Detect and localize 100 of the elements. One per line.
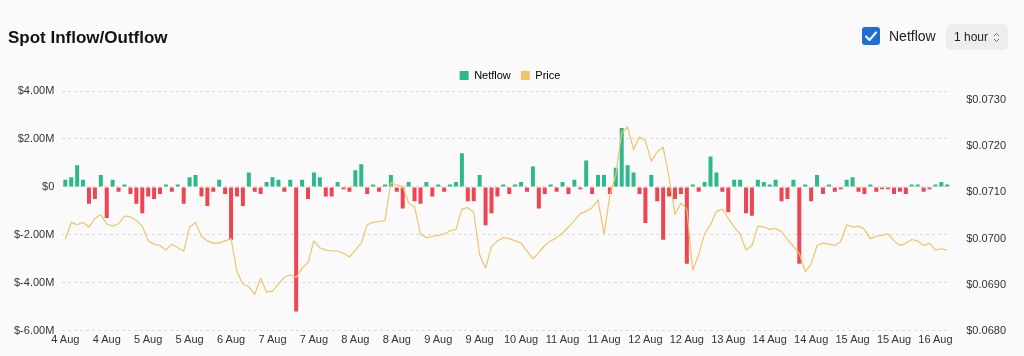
bar [234, 187, 239, 197]
bar [637, 187, 642, 195]
bar [921, 187, 926, 192]
bar [820, 187, 825, 195]
bar [453, 182, 458, 187]
x-tick-label: 12 Aug [628, 333, 663, 346]
bar [406, 182, 411, 187]
bar [874, 187, 879, 192]
y2-tick-label: $0.0720 [966, 139, 1006, 152]
y-tick-label: $4.00M [17, 84, 55, 97]
bar [643, 187, 648, 223]
bar [797, 187, 802, 264]
y-tick-label: $0 [42, 179, 55, 192]
bar [667, 187, 672, 197]
bar [601, 174, 606, 187]
bar [761, 182, 766, 187]
x-tick-label: 11 Aug [545, 333, 580, 346]
bar [631, 172, 636, 187]
bar [317, 177, 322, 187]
x-tick-label: 13 Aug [711, 333, 746, 346]
bar [311, 172, 316, 187]
bar [134, 187, 139, 204]
bar [92, 187, 97, 199]
x-tick-label: 15 Aug [835, 333, 870, 346]
x-tick-label: 15 Aug [876, 333, 912, 346]
bar [258, 187, 263, 195]
bar [104, 187, 109, 219]
bar [394, 187, 399, 192]
bar [306, 187, 310, 199]
bar [146, 187, 151, 197]
x-tick-label: 16 Aug [918, 333, 953, 346]
bar [850, 177, 855, 187]
bar [240, 187, 245, 207]
bar [619, 127, 624, 187]
bar [560, 182, 565, 187]
bar [199, 187, 204, 197]
bar [229, 187, 234, 240]
bar [856, 187, 861, 192]
bar [158, 187, 163, 195]
bar [465, 187, 470, 202]
bar [193, 174, 198, 187]
bar [211, 187, 216, 192]
bar [862, 187, 867, 195]
x-tick-label: 9 Aug [424, 333, 453, 346]
bar [223, 187, 228, 195]
bar [702, 182, 707, 187]
bar [749, 187, 754, 216]
bar [720, 187, 725, 192]
bar [359, 164, 364, 187]
bar [815, 174, 820, 187]
x-tick-label: 10 Aug [503, 333, 539, 346]
bar [128, 187, 133, 195]
bar [430, 187, 435, 197]
bar [554, 187, 559, 192]
bar [542, 187, 547, 195]
x-tick-label: 12 Aug [669, 333, 704, 346]
x-tick-label: 4 Aug [51, 333, 80, 346]
bar [495, 187, 500, 197]
bar [377, 187, 382, 192]
x-tick-label: 7 Aug [258, 333, 287, 346]
bar [282, 187, 287, 192]
bar [365, 187, 370, 195]
bar [696, 187, 701, 192]
bar [335, 182, 340, 187]
bar [809, 187, 814, 202]
bar [726, 187, 731, 213]
bar [530, 166, 535, 187]
bar [655, 187, 660, 202]
bar [939, 182, 944, 187]
bar [169, 187, 174, 192]
y2-tick-label: $0.0710 [966, 185, 1006, 198]
x-tick-label: 9 Aug [465, 333, 494, 346]
bar [69, 177, 74, 187]
bar [471, 187, 476, 202]
bar [678, 187, 683, 195]
x-tick-label: 11 Aug [587, 333, 621, 346]
y-tick-label: $-2.00M [13, 227, 55, 240]
bar [519, 182, 524, 187]
bar [903, 187, 908, 195]
bar [400, 187, 405, 209]
legend-label: Price [535, 68, 561, 81]
bar [507, 187, 512, 195]
bar [536, 187, 541, 209]
bar [98, 174, 103, 187]
bar [246, 172, 251, 187]
bar [483, 187, 488, 226]
y-tick-label: $-6.00M [13, 323, 55, 336]
x-tick-label: 8 Aug [341, 333, 370, 346]
x-tick-label: 4 Aug [92, 333, 121, 346]
y-tick-label: $-4.00M [13, 275, 55, 288]
x-tick-label: 6 Aug [216, 333, 246, 346]
bar [673, 187, 677, 199]
bar [86, 187, 91, 204]
bar [442, 187, 447, 192]
x-tick-label: 14 Aug [752, 333, 787, 346]
bar [897, 187, 902, 192]
x-tick-label: 5 Aug [134, 333, 163, 346]
bar [566, 187, 571, 195]
bar [181, 187, 186, 204]
bar [649, 174, 654, 187]
